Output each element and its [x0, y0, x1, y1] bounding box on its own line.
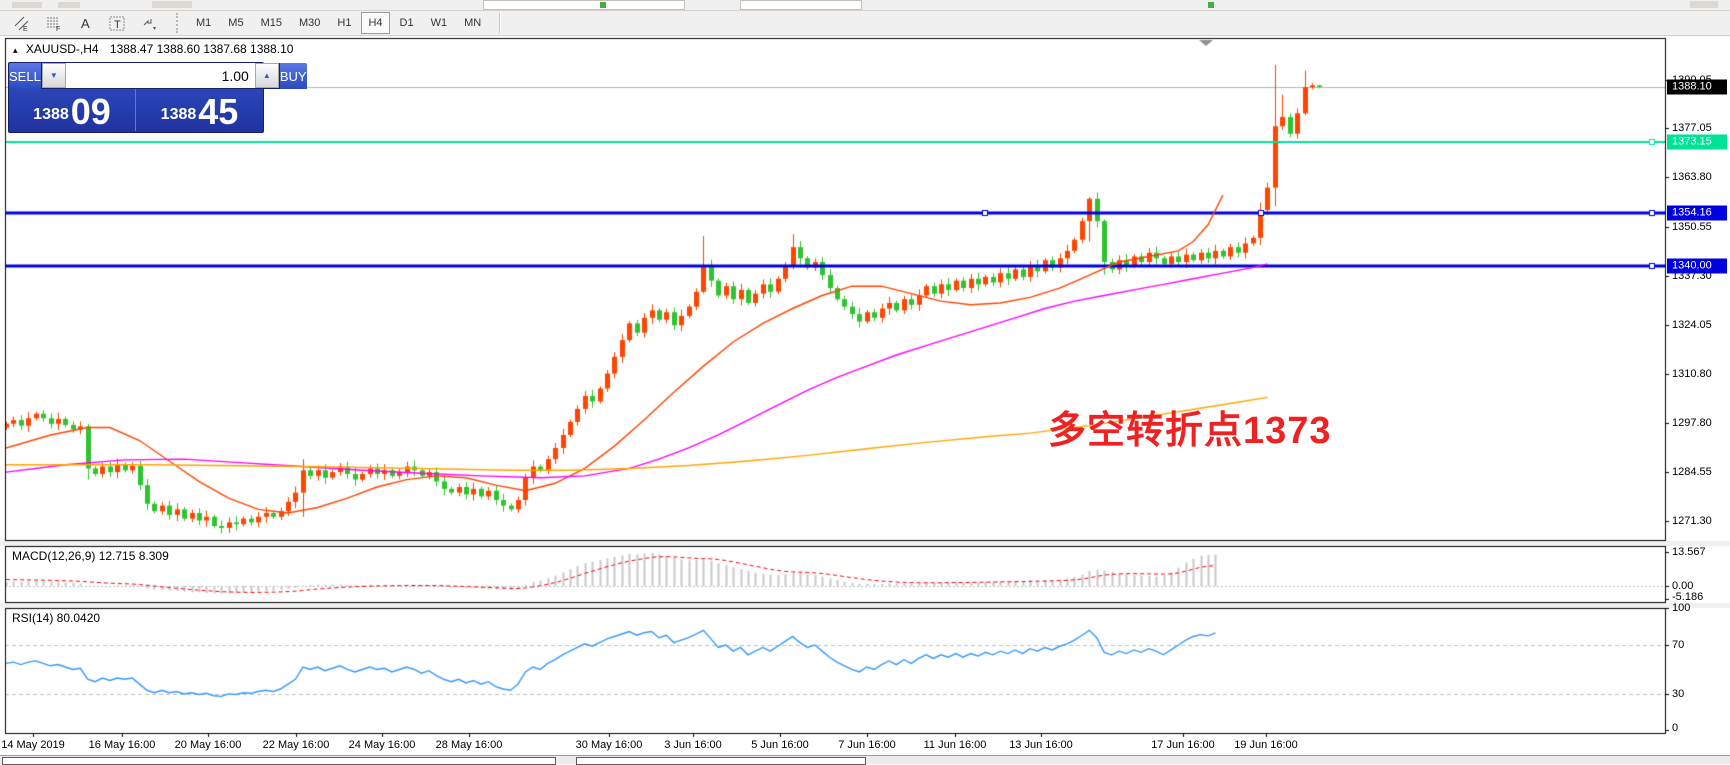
price-axis-label: 1363.80: [1672, 171, 1712, 184]
timeframe-group: M1 M5 M15 M30 H1 H4 D1 W1 MN: [189, 12, 491, 34]
sell-button[interactable]: SELL: [9, 63, 42, 89]
macd-axis-label: -5.186: [1672, 591, 1704, 603]
timeframe-button-m30[interactable]: M30: [298, 17, 321, 29]
toolbar: E F A T M1 M5 M15 M30 H1 H4 D1 W1 MN: [0, 11, 1730, 36]
timeframe-button-m15[interactable]: M15: [260, 17, 282, 29]
buy-price-pips: 45: [198, 91, 239, 133]
time-axis-label: 16 May 16:00: [88, 739, 156, 751]
toolbar-fragment: [483, 0, 685, 10]
one-click-trading-panel: SELL ▼ ▲ BUY 1388 09 1388 45: [8, 62, 307, 133]
time-axis-label: 22 May 16:00: [262, 739, 330, 751]
window-fragment: [576, 757, 866, 765]
green-level-badge: 1373.15: [1667, 134, 1727, 150]
status-dot: [600, 2, 606, 8]
timeframe-button-m1[interactable]: M1: [196, 17, 212, 29]
time-axis-label: 24 May 16:00: [348, 739, 416, 751]
price-axis-label: 1324.05: [1672, 319, 1712, 332]
symbol-ohlc: 1388.47 1388.60 1387.68 1388.10: [109, 42, 294, 56]
toolbar-fragment: [1690, 1, 1718, 8]
macd-axis-label: 0.00: [1672, 580, 1694, 592]
time-axis-label: 30 May 16:00: [575, 739, 643, 751]
timeframe-button-w1[interactable]: W1: [430, 17, 448, 29]
timeframe-button-m5[interactable]: M5: [228, 17, 244, 29]
svg-text:T: T: [114, 19, 121, 31]
fibonacci-retracement-icon[interactable]: F: [38, 12, 68, 34]
time-axis-label: 13 Jun 16:00: [1009, 739, 1073, 751]
symbol-name: XAUUSD-,H4: [25, 42, 99, 56]
chart-annotation-text: 多空转折点1373: [1048, 410, 1332, 452]
toolbar-grip[interactable]: [176, 13, 181, 33]
toolbar-fragment: [12, 2, 42, 8]
time-axis-label: 17 Jun 16:00: [1151, 739, 1215, 751]
window-fragment: [2, 757, 556, 765]
time-axis-label: 28 May 16:00: [435, 739, 503, 751]
price-axis-label: 1284.55: [1672, 465, 1712, 478]
current-price-badge: 1388.10: [1667, 79, 1727, 95]
time-axis-label: 7 Jun 16:00: [838, 739, 896, 751]
rsi-axis-label: 70: [1672, 639, 1685, 652]
time-axis-label: 3 Jun 16:00: [664, 739, 722, 751]
macd-axis-label: 13.567: [1672, 546, 1706, 559]
price-axis-label: 1297.80: [1672, 416, 1712, 429]
time-axis-label: 19 Jun 16:00: [1234, 739, 1298, 751]
symbol-header: ▴ XAUUSD-,H4 1388.47 1388.60 1387.68 138…: [13, 42, 293, 56]
svg-text:F: F: [56, 26, 60, 32]
price-axis-label: 1377.05: [1672, 121, 1712, 134]
sell-price-main: 1388: [33, 106, 69, 123]
toolbar-separator: [499, 13, 502, 33]
collapse-panel-icon[interactable]: ▴: [13, 45, 18, 55]
equidistant-channel-icon[interactable]: E: [6, 12, 36, 34]
toolbar-fragment: [58, 2, 80, 8]
sell-price[interactable]: 1388 09: [9, 89, 136, 131]
rsi-indicator-label: RSI(14) 80.0420: [12, 611, 101, 625]
status-dot: [1208, 2, 1214, 8]
sell-price-pips: 09: [70, 91, 111, 133]
blue-level-badge-upper: 1354.16: [1667, 205, 1727, 221]
volume-decrease-button[interactable]: ▼: [41, 63, 66, 88]
time-axis-label: 11 Jun 16:00: [923, 739, 987, 751]
buy-button[interactable]: BUY: [278, 63, 307, 89]
toolbar-fragment: [152, 1, 192, 8]
blue-level-badge-lower: 1340.00: [1667, 258, 1727, 274]
text-label-icon[interactable]: T: [102, 12, 132, 34]
timeframe-button-h1[interactable]: H1: [337, 17, 352, 29]
time-axis-label: 5 Jun 16:00: [751, 739, 809, 751]
svg-text:A: A: [81, 16, 90, 31]
time-axis-label: 20 May 16:00: [174, 739, 242, 751]
top-cutoff-strip: [0, 0, 1730, 11]
volume-increase-button[interactable]: ▲: [254, 63, 279, 88]
price-axis-label: 1271.30: [1672, 515, 1712, 528]
arrows-icon[interactable]: [134, 12, 164, 34]
price-axis-label: 1350.55: [1672, 220, 1712, 233]
volume-input[interactable]: [65, 63, 255, 88]
timeframe-button-h4[interactable]: H4: [361, 12, 390, 34]
timeframe-button-mn[interactable]: MN: [464, 17, 482, 29]
text-icon[interactable]: A: [70, 12, 100, 34]
volume-zone: ▼ ▲: [41, 63, 279, 89]
rsi-axis-label: 0: [1672, 722, 1679, 734]
svg-text:E: E: [23, 26, 28, 32]
price-axis-label: 1310.80: [1672, 368, 1712, 381]
toolbar-fragment: [740, 0, 862, 10]
buy-price[interactable]: 1388 45: [136, 89, 263, 131]
rsi-axis-label: 100: [1672, 602, 1691, 615]
rsi-axis-label: 30: [1672, 687, 1685, 700]
buy-price-main: 1388: [160, 106, 197, 123]
time-axis-label: 14 May 2019: [1, 739, 65, 751]
timeframe-button-d1[interactable]: D1: [399, 17, 414, 29]
macd-indicator-label: MACD(12,26,9) 12.715 8.309: [12, 549, 169, 563]
